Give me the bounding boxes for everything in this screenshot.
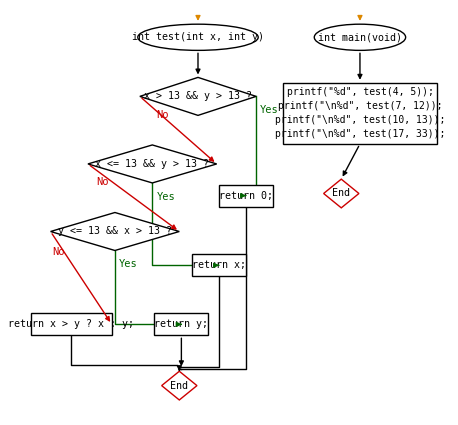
Ellipse shape [314,24,406,51]
FancyBboxPatch shape [31,313,112,335]
Text: End: End [332,189,350,198]
Text: No: No [53,247,65,257]
FancyBboxPatch shape [219,184,273,207]
Text: return 0;: return 0; [219,190,273,201]
Text: y <= 13 && x > 13 ?: y <= 13 && x > 13 ? [58,227,172,236]
Text: x <= 13 && y > 13 ?: x <= 13 && y > 13 ? [95,159,209,169]
Text: End: End [170,381,188,391]
Ellipse shape [138,24,258,51]
Text: Yes: Yes [260,105,279,115]
Text: No: No [96,177,109,187]
Polygon shape [50,212,179,250]
Text: Yes: Yes [119,259,138,269]
Polygon shape [88,145,217,183]
FancyBboxPatch shape [154,313,208,335]
FancyBboxPatch shape [283,83,437,144]
Polygon shape [162,371,197,400]
Text: return y;: return y; [154,320,208,329]
FancyBboxPatch shape [192,254,246,276]
Polygon shape [140,77,256,116]
Text: int main(void): int main(void) [318,32,402,42]
Text: Yes: Yes [157,192,175,202]
Text: printf("%d", test(4, 5));
printf("\n%d", test(7, 12));
printf("\n%d", test(10, 1: printf("%d", test(4, 5)); printf("\n%d",… [275,87,445,139]
Text: int test(int x, int y): int test(int x, int y) [132,32,264,42]
Text: x > 13 && y > 13 ?: x > 13 && y > 13 ? [144,91,252,102]
Text: return x > y ? x : y;: return x > y ? x : y; [8,320,134,329]
Text: No: No [157,110,169,119]
Polygon shape [324,179,359,208]
Text: return x;: return x; [192,260,246,270]
